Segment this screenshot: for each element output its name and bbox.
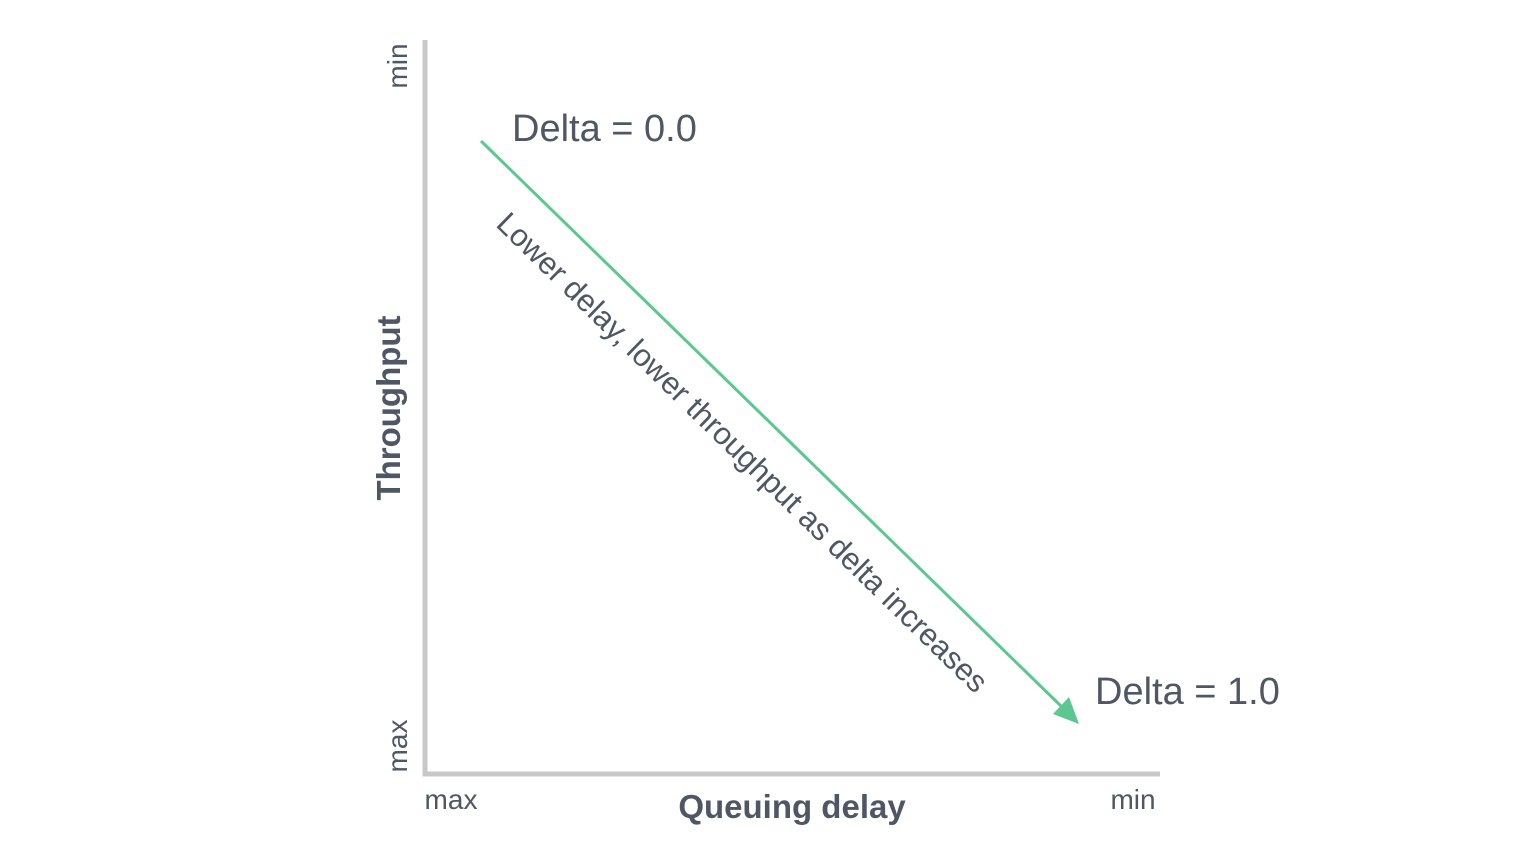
y-axis-bottom-label: max: [382, 720, 413, 773]
y-axis-top-label: min: [382, 43, 413, 88]
trend-arrow-head: [1053, 697, 1079, 724]
x-axis-title: Queuing delay: [678, 788, 906, 825]
trend-arrow-line: [479, 139, 1064, 709]
x-axis-end-label: min: [1110, 784, 1155, 815]
start-point-label: Delta = 0.0: [512, 108, 697, 150]
y-axis-title: Throughput: [370, 315, 407, 500]
trend-description: Lower delay, lower throughput as delta i…: [490, 205, 995, 699]
x-axis-start-label: max: [425, 784, 478, 815]
end-point-label: Delta = 1.0: [1095, 671, 1280, 713]
